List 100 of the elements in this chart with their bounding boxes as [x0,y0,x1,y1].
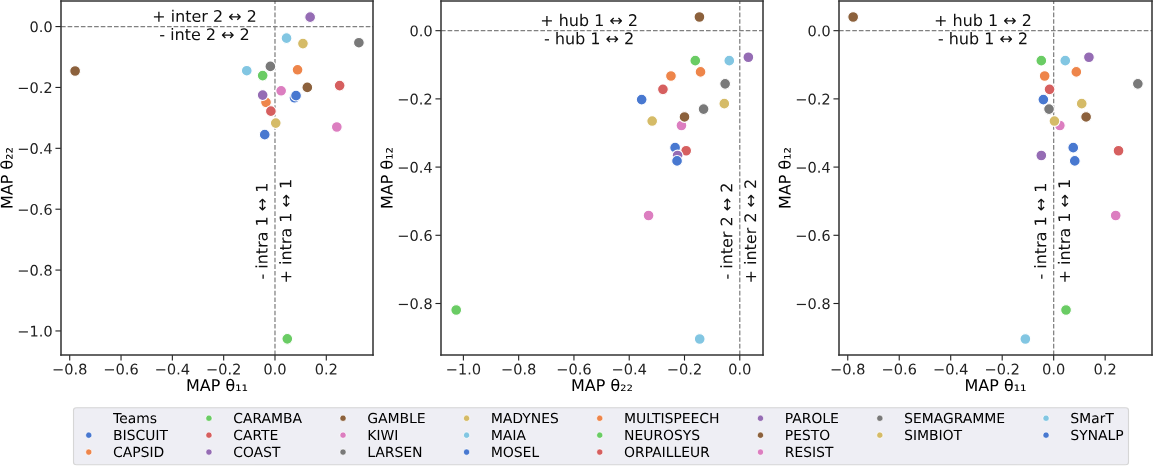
point [1075,97,1088,110]
x-tick-label: −0.8 [53,363,87,375]
x-tick-label: −0.2 [668,363,701,375]
y-tick-label: −0.4 [796,161,830,173]
point [1109,209,1122,222]
y-tick-label: 0.0 [808,25,830,37]
x-axis-title: MAP θ₁₁ [187,378,248,392]
annotation: + inter 2 ↔ 2 [153,9,256,23]
y-tick-label: −0.8 [18,264,52,276]
point [657,83,669,96]
legend-label: CARTE [234,429,278,441]
point [718,97,731,110]
x-tick-label: −0.8 [831,363,865,375]
x-tick-label: −0.4 [613,363,647,375]
annotation: - inter 2 ↔ 2 [720,184,733,279]
y-tick-label: 0.0 [30,21,52,33]
legend-title: Teams [113,412,157,424]
annotation: - hub 1 ↔ 2 [544,32,633,45]
point [304,11,317,24]
annotation: - hub 1 ↔ 2 [938,32,1027,45]
legend-label: CARAMBA [234,412,302,424]
y-tick-label: −0.2 [18,82,52,94]
point [1080,111,1093,123]
point [694,66,707,78]
point [646,115,659,127]
legend-label: MULTISPEECH [625,412,719,424]
legend-label: MADYNES [492,412,558,424]
point [1035,54,1048,67]
x-tick-label: −0.6 [883,363,917,375]
y-tick-label: −0.6 [398,230,432,242]
y-tick-label: −1.0 [18,325,52,337]
point [847,11,860,23]
point [678,111,691,123]
x-tick-label: 0.2 [1094,363,1116,375]
y-tick-label: −0.8 [796,298,830,310]
point [256,69,269,82]
x-axis-title: MAP θ₂₂ [572,378,632,392]
point [742,51,755,64]
legend-label: RESIST [786,446,834,458]
x-tick-label: −0.2 [986,363,1019,375]
point [689,54,702,67]
y-tick-label: −0.2 [398,93,432,105]
legend-label: LARSEN [368,446,422,458]
point [256,89,269,101]
point [1067,141,1080,154]
y-axis-title: MAP θ₁₂ [778,148,791,208]
legend-label: COAST [234,446,281,458]
point [280,32,293,45]
point [1131,77,1144,90]
point [1019,333,1032,345]
point [69,65,82,77]
x-tick-label: −0.6 [104,363,138,375]
y-tick-label: −0.4 [18,143,52,155]
annotation: - intra 1 ↔ 1 [1034,184,1047,279]
point [264,60,277,73]
legend-label: GAMBLE [368,412,425,424]
point [719,77,732,90]
point [671,155,683,167]
x-axis-title: MAP θ₁₁ [966,378,1026,392]
x-tick-label: 0.0 [1043,363,1065,375]
point [281,332,294,345]
legend-label: SYNALP [1071,429,1124,441]
legend-label: SMarT [1071,412,1114,424]
point [450,304,463,316]
legend-label: KIWI [368,429,397,441]
y-tick-label: −0.2 [796,93,830,105]
x-tick-label: 0.2 [315,363,337,375]
y-axis-title: MAP θ₂₂ [0,148,13,208]
annotation: - intra 1 ↔ 1 [255,184,268,279]
y-tick-label: −0.4 [398,161,432,173]
legend-label: SIMBIOT [905,429,963,441]
annotation: + intra 1 ↔ 1 [1057,180,1071,282]
annotation: + inter 2 ↔ 2 [743,180,757,282]
x-tick-label: −0.4 [156,363,190,375]
point [1060,304,1072,316]
point [1038,70,1051,82]
annotation: + intra 1 ↔ 1 [279,180,292,282]
point [693,11,706,23]
x-tick-label: 0.0 [264,363,286,375]
legend-label: CAPSID [113,446,164,458]
x-tick-label: 0.0 [729,363,751,375]
y-tick-label: 0.0 [410,25,432,37]
annotation: + hub 1 ↔ 2 [935,13,1031,27]
point [1068,155,1081,167]
point [680,144,693,157]
point [1048,115,1061,127]
point [1043,83,1056,96]
point [697,103,710,116]
legend-label: MOSEL [492,446,540,458]
legend-label: SEMAGRAMME [905,412,1005,424]
annotation: - inte 2 ↔ 2 [160,27,249,41]
legend-label: MAIA [492,429,526,441]
point [264,105,277,118]
point [301,81,314,94]
x-tick-label: −0.6 [557,363,591,375]
point [1112,144,1125,157]
point [297,37,309,50]
legend-label: ORPAILLEUR [624,446,710,458]
y-axis-title: MAP θ₁₂ [380,148,393,208]
legend-label: NEUROSYS [625,429,700,441]
